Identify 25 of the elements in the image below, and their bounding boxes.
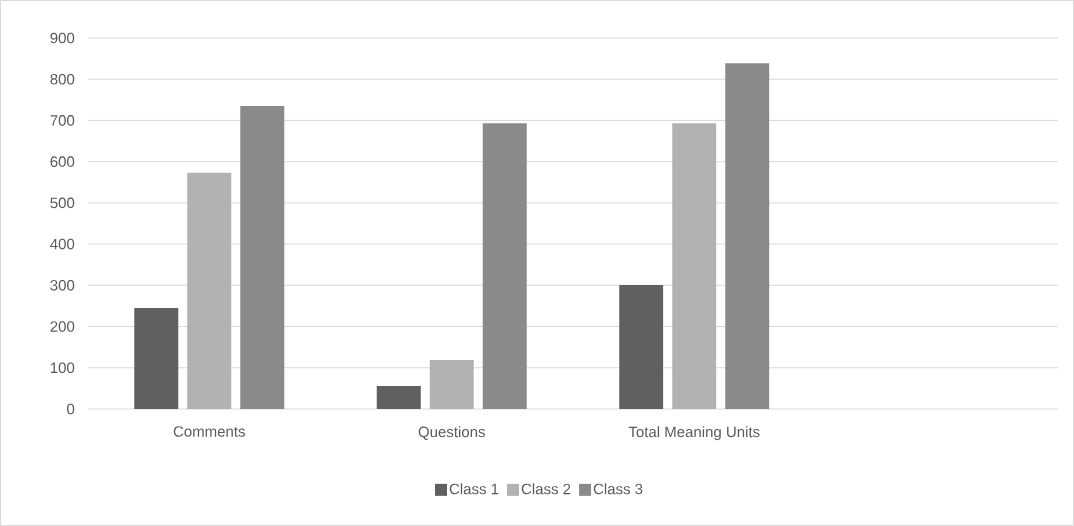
y-tick-label: 100 [50,362,75,374]
x-tick-label: Comments [173,426,245,437]
bar [672,123,717,409]
x-tick-label: Questions [418,426,485,440]
legend-label: Class 1 [449,483,499,495]
bar [376,385,421,409]
legend-label: Class 3 [593,483,643,495]
y-tick-label: 400 [50,238,75,250]
y-tick-label: 800 [50,73,75,85]
y-tick-label: 600 [50,156,75,167]
y-tick-label: 300 [50,280,75,291]
y-tick-label: 700 [50,115,75,126]
bar [134,307,179,409]
bar [725,63,770,409]
bar [482,123,527,409]
y-tick-label: 500 [50,197,75,209]
bar [240,106,285,409]
x-tick-label: Total Meaning Units [628,426,760,441]
bar [429,359,474,409]
y-tick-label: 900 [50,32,75,44]
y-tick-label: 0 [67,403,75,415]
y-tick-label: 200 [50,321,75,332]
bar [187,172,232,409]
legend-label: Class 2 [521,483,571,495]
bar [619,284,664,409]
